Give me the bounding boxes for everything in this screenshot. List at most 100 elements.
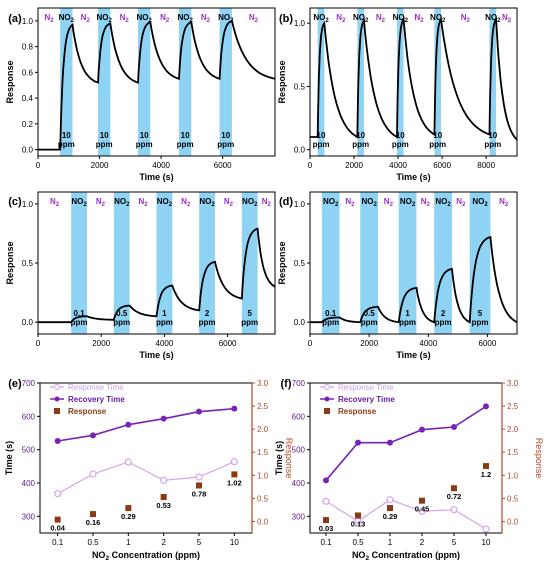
legend-response-time-marker — [54, 384, 60, 390]
concentration-label: 10 — [140, 131, 149, 140]
response-time-point — [386, 496, 394, 504]
recovery-time-point — [323, 477, 329, 484]
response-time-point — [322, 497, 330, 505]
concentration-label: 10 — [100, 131, 109, 140]
response-time-line — [325, 499, 487, 530]
legend-response-label: Response — [68, 407, 107, 416]
y-tick-label: 0.2 — [22, 120, 34, 129]
gas-label-no2: NO2 — [323, 197, 339, 208]
response-point — [125, 505, 132, 512]
y-tick-label-right: 2.5 — [507, 402, 519, 411]
response-point — [355, 512, 361, 519]
gas-label-no2: NO2 — [177, 13, 193, 24]
no2-band — [60, 8, 73, 156]
gas-label-no2: NO2 — [199, 197, 215, 208]
y-axis-title: Response — [5, 60, 15, 103]
recovery-time-point — [387, 439, 393, 446]
panel-e: 0.04 0.16 0.29 0.53 0.78 1.02 0.1 0.5 1 2 5 10 300 40… — [4, 378, 294, 562]
x-tick-label: 2000 — [91, 161, 109, 170]
x-axis-title: Time (s) — [139, 172, 173, 182]
x-tick-label: 10 — [230, 538, 239, 547]
concentration-label: 10 — [317, 131, 326, 140]
panel-label: (a) — [8, 13, 22, 25]
gas-label-no2: NO2 — [400, 197, 416, 208]
y-tick-label-right: 2.5 — [257, 402, 269, 411]
x-tick-label: 5 — [452, 538, 457, 547]
concentration-unit: ppm — [113, 318, 130, 327]
response-value-label: 0.03 — [319, 524, 334, 533]
gas-label-n2: N2 — [336, 13, 346, 24]
concentration-label: 2 — [205, 309, 210, 318]
y-axis-title: Response — [5, 241, 15, 284]
no2-band — [241, 192, 258, 334]
no2-band — [357, 8, 364, 156]
recovery-time-point — [125, 421, 132, 428]
y-tick-label: 0.0 — [294, 146, 306, 155]
x-axis-title: NO2 Concentration (ppm) — [352, 550, 460, 562]
response-point — [54, 516, 61, 523]
gas-label-n2: N2 — [262, 197, 272, 208]
y-tick-label: 1.0 — [294, 200, 306, 209]
x-tick-label: 4000 — [152, 161, 170, 170]
gas-label-n2: N2 — [461, 13, 471, 24]
concentration-label: 10 — [396, 131, 405, 140]
gas-label-no2: NO2 — [59, 13, 75, 24]
response-point — [160, 494, 167, 500]
concentration-label: 10 — [181, 131, 190, 140]
y-tick-label: 0.4 — [22, 94, 34, 103]
response-curve — [38, 227, 276, 324]
x-axis-title: Time (s) — [396, 172, 430, 182]
y-tick-label-right: 1.5 — [257, 448, 269, 457]
concentration-label: 10 — [488, 131, 497, 140]
legend-response-marker — [54, 408, 60, 414]
concentration-label: 10 — [221, 131, 230, 140]
concentration-label: 2 — [441, 309, 446, 318]
response-time-point — [450, 506, 458, 514]
x-tick-label: 0 — [36, 339, 41, 348]
concentration-label: 0.1 — [74, 309, 86, 318]
response-value-label: 1.02 — [227, 478, 242, 487]
concentration-label: 10 — [62, 131, 71, 140]
gas-label-no2: NO2 — [353, 13, 369, 24]
concentration-unit: ppm — [217, 140, 234, 149]
concentration-unit: ppm — [71, 318, 88, 327]
concentration-label: 1 — [162, 309, 167, 318]
response-point — [483, 463, 489, 470]
concentration-unit: ppm — [313, 140, 330, 149]
x-tick-label: 0.5 — [352, 538, 364, 547]
concentration-label: 5 — [478, 309, 483, 318]
response-value-label: 0.29 — [383, 512, 398, 521]
response-value-label: 0.53 — [156, 501, 171, 510]
y-tick-label-left: 700 — [292, 379, 306, 388]
gas-label-n2: N2 — [81, 13, 91, 24]
response-point — [231, 471, 238, 478]
gas-label-no2: NO2 — [313, 13, 329, 24]
y-tick-label-right: 2.0 — [507, 425, 519, 434]
concentration-unit: ppm — [199, 318, 216, 327]
plot-frame — [309, 7, 518, 157]
y-tick-label-right: 0.0 — [507, 517, 519, 526]
y-axis-title-right: Response — [284, 438, 294, 479]
x-tick-label: 2 — [161, 538, 166, 547]
x-tick-label: 1 — [388, 538, 393, 547]
gas-label-no2: NO2 — [218, 13, 234, 24]
x-tick-label: 0 — [36, 161, 41, 170]
panel-f: 0.03 0.13 0.29 0.45 0.72 1.2 0.1 0.5 1 2 5 10 300 400… — [274, 378, 544, 562]
concentration-unit: ppm — [352, 140, 369, 149]
y-tick-label-left: 300 — [292, 512, 306, 521]
gas-label-n2: N2 — [45, 13, 55, 24]
x-tick-label: 8000 — [477, 161, 495, 170]
gas-label-no2: NO2 — [137, 13, 153, 24]
response-value-label: 0.45 — [415, 505, 430, 514]
y-tick-label-right: 1.0 — [507, 471, 519, 480]
response-time-point — [195, 473, 203, 481]
gas-label-n2: N2 — [96, 197, 106, 208]
gas-label-no2: NO2 — [114, 197, 130, 208]
panel-label: (d) — [279, 196, 293, 208]
response-value-label: 0.78 — [192, 489, 207, 498]
no2-band — [71, 192, 87, 334]
legend-recovery-time-marker — [54, 396, 60, 402]
